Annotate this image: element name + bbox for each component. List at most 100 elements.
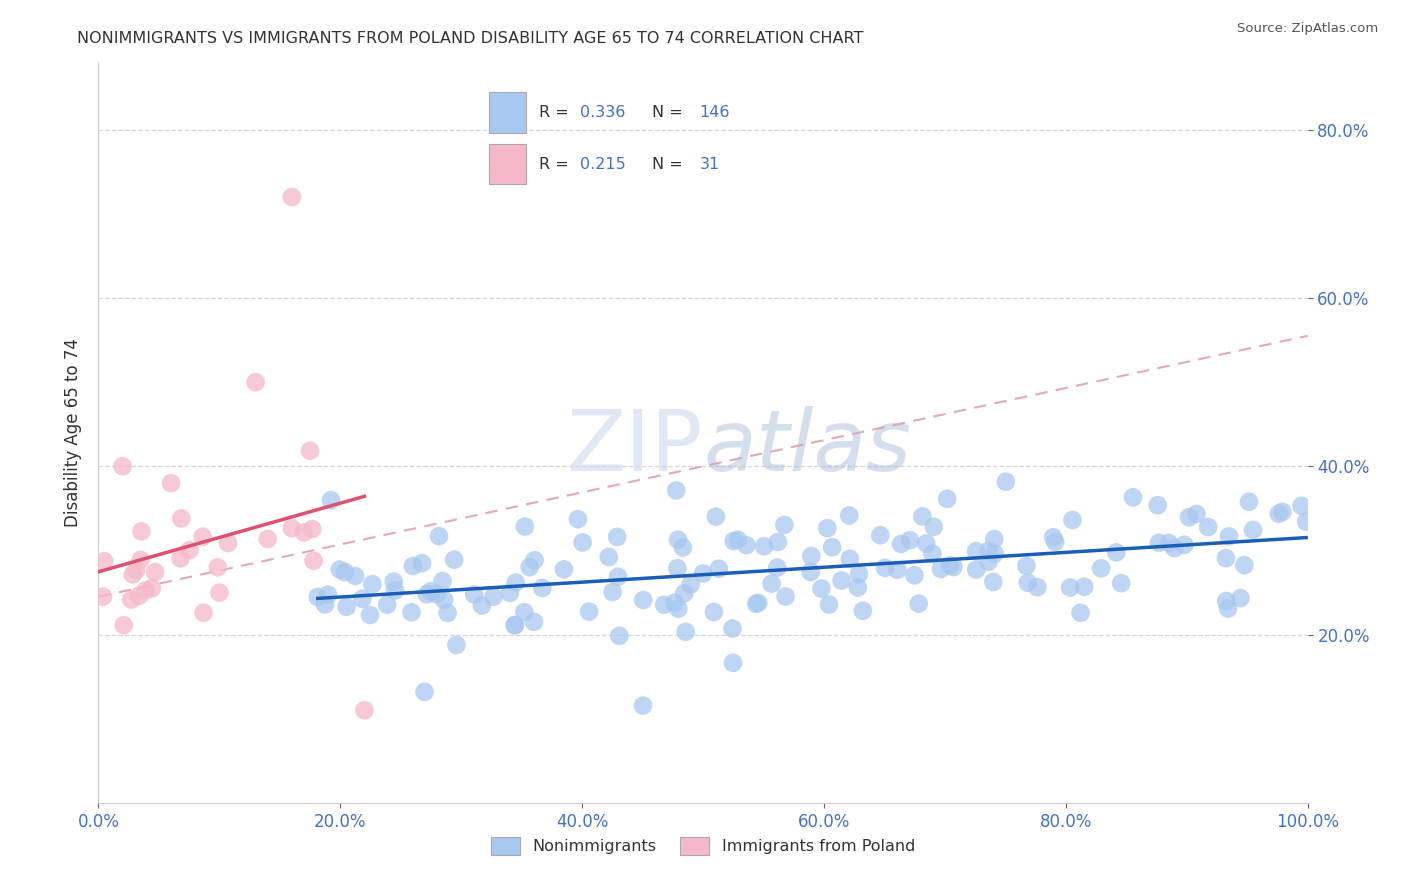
Point [125,563,148,577]
Point [1146,498,1168,512]
Point [505,575,527,590]
Point [965,544,987,558]
Point [939,558,962,573]
Point [1122,490,1144,504]
Point [1241,523,1264,537]
Point [499,586,522,600]
Point [815,521,838,535]
Point [922,520,945,534]
Point [609,629,631,643]
Point [361,577,384,591]
Point [217,536,239,550]
Point [942,560,965,574]
Point [766,535,789,549]
Point [179,543,201,558]
Point [1291,499,1313,513]
Point [413,685,436,699]
Text: Source: ZipAtlas.com: Source: ZipAtlas.com [1237,22,1378,36]
Point [1073,580,1095,594]
Point [707,562,730,576]
Point [1042,530,1064,544]
Point [299,443,322,458]
Point [1215,551,1237,566]
Point [208,585,231,599]
Point [1197,520,1219,534]
Point [664,596,686,610]
Point [1233,558,1256,573]
Point [869,528,891,542]
Point [752,539,775,553]
Y-axis label: Disability Age 65 to 74: Disability Age 65 to 74 [63,338,82,527]
Point [463,587,485,601]
Point [170,511,193,525]
Point [135,583,157,598]
Point [965,563,987,577]
Point [432,574,454,588]
Point [578,605,600,619]
Point [401,605,423,619]
Point [633,593,655,607]
Point [907,597,929,611]
Point [281,190,304,204]
Legend: Nonimmigrants, Immigrants from Poland: Nonimmigrants, Immigrants from Poland [485,830,921,862]
Point [773,518,796,533]
Point [761,576,783,591]
Point [903,568,925,582]
Point [375,598,398,612]
Point [672,541,695,555]
Point [352,591,374,606]
Point [1147,535,1170,549]
Point [1157,536,1180,550]
Point [679,577,702,591]
Point [1043,534,1066,549]
Point [141,581,163,595]
Point [111,459,134,474]
Point [665,483,688,498]
Point [936,491,959,506]
Point [319,493,342,508]
Point [838,551,860,566]
Point [513,605,536,619]
Point [977,544,1000,558]
Point [353,703,375,717]
Point [207,560,229,574]
Point [675,624,697,639]
Point [747,596,769,610]
Point [416,587,439,601]
Point [1017,575,1039,590]
Text: ZIP: ZIP [567,406,703,489]
Point [666,561,689,575]
Point [314,598,336,612]
Point [143,565,166,579]
Point [1026,580,1049,594]
Point [446,638,468,652]
Point [921,547,943,561]
Point [1268,507,1291,521]
Point [766,560,789,574]
Point [981,574,1004,589]
Point [359,607,381,622]
Point [1109,576,1132,591]
Point [302,554,325,568]
Point [120,592,142,607]
Point [810,582,832,596]
Point [160,476,183,491]
Point [1215,594,1237,608]
Point [193,606,215,620]
Point [721,622,744,636]
Point [727,533,749,547]
Point [1062,513,1084,527]
Point [775,590,797,604]
Point [1237,494,1260,508]
Point [1163,541,1185,555]
Point [427,529,450,543]
Point [335,599,357,614]
Point [129,553,152,567]
Point [436,606,458,620]
Point [131,524,153,539]
Point [846,581,869,595]
Point [898,533,921,548]
Point [1271,505,1294,519]
Point [482,590,505,604]
Point [607,570,630,584]
